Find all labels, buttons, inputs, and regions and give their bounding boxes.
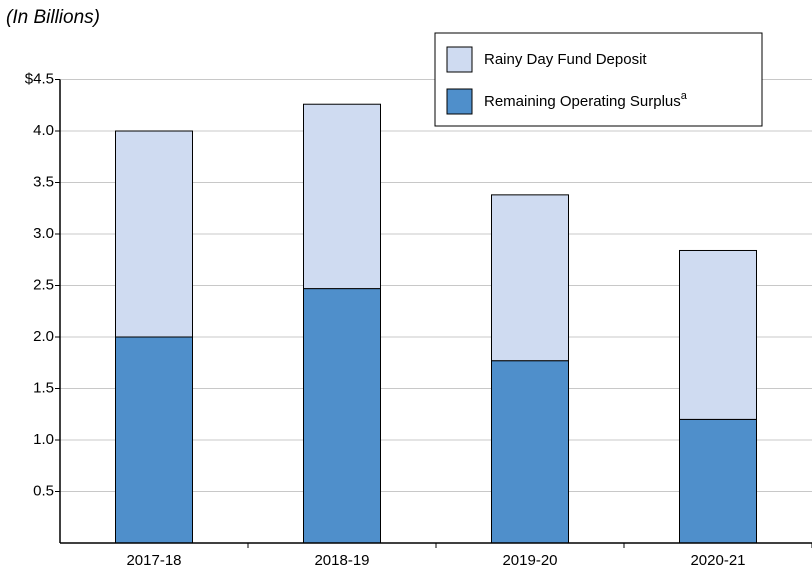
legend-name: Rainy Day Fund Deposit <box>484 51 647 68</box>
x-tick-label: 2017-18 <box>126 552 181 569</box>
chart-subtitle: (In Billions) <box>6 7 100 28</box>
x-tick-label: 2020-21 <box>690 552 745 569</box>
bar-segment <box>679 418 757 544</box>
x-tick-label: 2019-20 <box>502 552 557 569</box>
bar-segment <box>115 130 193 338</box>
y-tick-label: $4.5 <box>25 70 54 87</box>
legend-superscript: a <box>681 90 688 102</box>
bar-segment <box>491 194 569 362</box>
bar-segment <box>303 103 381 290</box>
legend-label: Remaining Operating Surplusa <box>484 90 688 110</box>
y-tick-label: 1.0 <box>33 431 54 448</box>
y-tick-label: 4.0 <box>33 122 54 139</box>
y-tick-label: 2.0 <box>33 328 54 345</box>
legend-name: Remaining Operating Surplus <box>484 93 681 110</box>
legend-swatch <box>446 88 473 115</box>
y-tick-label: 1.5 <box>33 379 54 396</box>
y-tick-label: 3.0 <box>33 225 54 242</box>
bar-segment <box>115 336 193 544</box>
legend-label: Rainy Day Fund Deposit <box>484 51 647 68</box>
legend: Rainy Day Fund Deposit Remaining Operatin… <box>434 32 763 127</box>
y-tick-label: 3.5 <box>33 173 54 190</box>
y-tick-label: 0.5 <box>33 482 54 499</box>
legend-box <box>434 32 763 127</box>
bar-segment <box>491 360 569 544</box>
legend-swatch <box>446 46 473 73</box>
x-tick-label: 2018-19 <box>314 552 369 569</box>
bar-segment <box>679 249 757 420</box>
bar-segment <box>303 288 381 544</box>
y-tick-label: 2.5 <box>33 276 54 293</box>
